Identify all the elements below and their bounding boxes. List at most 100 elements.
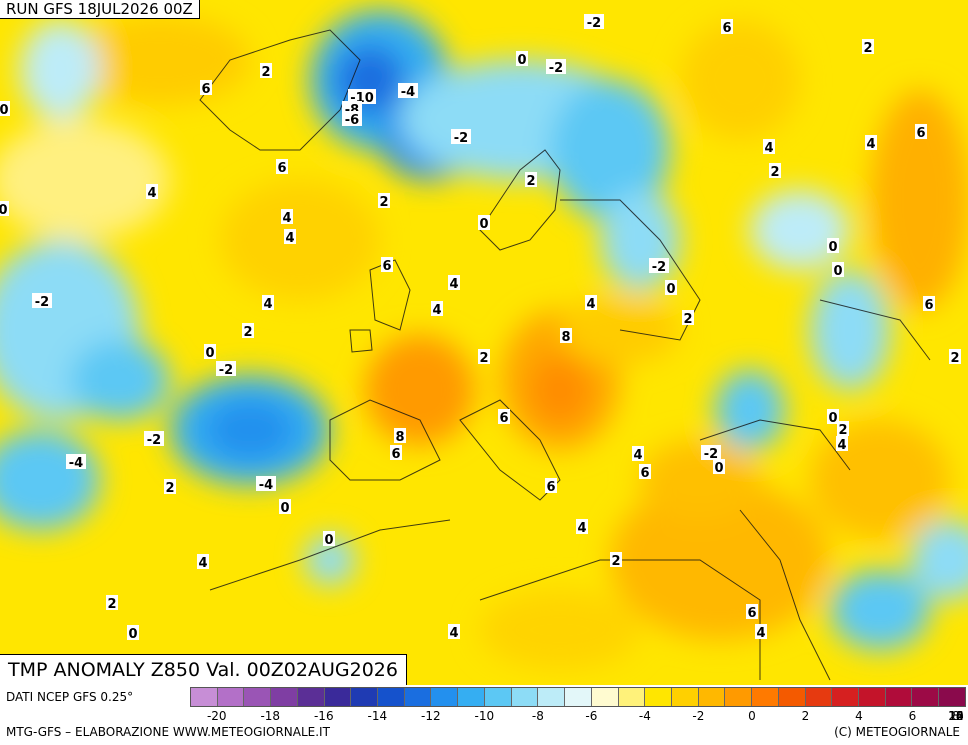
value-label-bg — [769, 163, 781, 178]
value-label-bg — [949, 349, 961, 364]
value-label: 2 — [526, 174, 535, 189]
value-label: 6 — [916, 126, 925, 141]
value-label-bg — [610, 552, 622, 567]
value-label: 2 — [379, 195, 388, 210]
color-swatch — [297, 688, 325, 706]
color-swatch — [912, 688, 940, 706]
value-label: 4 — [866, 137, 875, 152]
value-label: 2 — [165, 481, 174, 496]
value-label-bg — [394, 428, 406, 443]
value-label-bg — [827, 409, 839, 424]
value-label-bg — [713, 459, 725, 474]
value-label-bg — [478, 349, 490, 364]
color-swatch — [351, 688, 379, 706]
value-label: 6 — [277, 161, 286, 176]
scale-tick-label: 4 — [855, 709, 863, 723]
value-label: 8 — [395, 430, 404, 445]
scale-tick-label: 10 — [948, 709, 964, 723]
scale-tick-label: -12 — [421, 709, 441, 723]
value-label: 2 — [107, 597, 116, 612]
coastlines — [199, 29, 931, 681]
color-swatch — [484, 688, 512, 706]
value-label-bg — [127, 625, 139, 640]
color-swatch — [591, 688, 619, 706]
value-label: 2 — [863, 41, 872, 56]
color-swatch — [805, 688, 833, 706]
value-label-bg — [348, 89, 376, 104]
value-label: 0 — [479, 217, 488, 232]
value-label-bg — [262, 295, 274, 310]
scale-tick-label: 8 — [952, 709, 960, 723]
scale-tick-label: -8 — [531, 709, 544, 723]
value-label-bg — [545, 478, 557, 493]
color-swatch — [404, 688, 432, 706]
value-label: -6 — [345, 113, 359, 128]
value-label: 6 — [499, 411, 508, 426]
color-swatch — [431, 688, 459, 706]
credit-right: (C) METEOGIORNALE — [834, 725, 960, 739]
value-label: 2 — [243, 325, 252, 340]
color-swatch — [698, 688, 726, 706]
value-label: 4 — [449, 626, 458, 641]
value-label-bg — [106, 595, 118, 610]
scale-tick-label: -20 — [206, 709, 227, 723]
value-label-bg — [546, 59, 566, 74]
value-label: 4 — [147, 186, 156, 201]
color-scale-ticks: -20 -18 -16 -14 -12 -10 -8 -6 -4 -2 0 2 4 6 8 10 12 14 16 1… — [190, 709, 966, 725]
value-label: -2 — [587, 16, 601, 31]
value-label: 6 — [201, 82, 210, 97]
color-swatch — [244, 688, 272, 706]
color-swatch — [645, 688, 672, 706]
value-label: 4 — [449, 277, 458, 292]
scale-tick-label: -2 — [692, 709, 705, 723]
value-label: 4 — [263, 297, 272, 312]
color-swatch — [271, 688, 298, 706]
value-label: -4 — [401, 85, 415, 100]
scale-tick-label: -16 — [313, 709, 334, 723]
value-label-bg — [516, 51, 528, 66]
value-label-bg — [837, 421, 849, 436]
color-swatch — [725, 688, 753, 706]
color-swatch — [618, 688, 646, 706]
value-label-bg — [701, 445, 721, 460]
value-label-bg — [276, 159, 288, 174]
value-label-bg — [915, 124, 927, 139]
value-label-bg — [284, 229, 296, 244]
value-label-bg — [665, 280, 677, 295]
value-label: 4 — [198, 556, 207, 571]
value-label: 6 — [722, 21, 731, 36]
scale-tick-label: 18 — [948, 709, 964, 723]
value-label: -2 — [454, 131, 468, 146]
value-label-bg — [639, 464, 651, 479]
value-label: 4 — [756, 626, 765, 641]
value-label-bg — [862, 39, 874, 54]
value-label: 0 — [0, 103, 9, 118]
value-label-bg — [279, 499, 291, 514]
value-label: -4 — [69, 456, 83, 471]
scale-tick-label: -6 — [585, 709, 598, 723]
value-label: -2 — [652, 260, 666, 275]
color-swatch — [378, 688, 405, 706]
value-label-bg — [448, 624, 460, 639]
value-label-bg — [746, 604, 758, 619]
value-label: 8 — [561, 330, 570, 345]
value-label-bg — [682, 310, 694, 325]
value-label-bg — [584, 14, 604, 29]
color-swatch — [458, 688, 485, 706]
value-label: 4 — [764, 141, 773, 156]
value-label-bg — [632, 446, 644, 461]
value-label: 2 — [950, 351, 959, 366]
value-label-bg — [431, 301, 443, 316]
color-scale — [190, 687, 966, 707]
value-label: 6 — [391, 447, 400, 462]
value-label: 6 — [640, 466, 649, 481]
value-label: 0 — [280, 501, 289, 516]
value-label-bg — [342, 111, 362, 126]
value-label-bg — [525, 172, 537, 187]
value-label-bg — [585, 295, 597, 310]
value-label: 2 — [261, 65, 270, 80]
value-label: 0 — [714, 461, 723, 476]
color-swatch — [885, 688, 913, 706]
scale-tick-label: -10 — [474, 709, 495, 723]
scale-tick-label: -14 — [367, 709, 388, 723]
